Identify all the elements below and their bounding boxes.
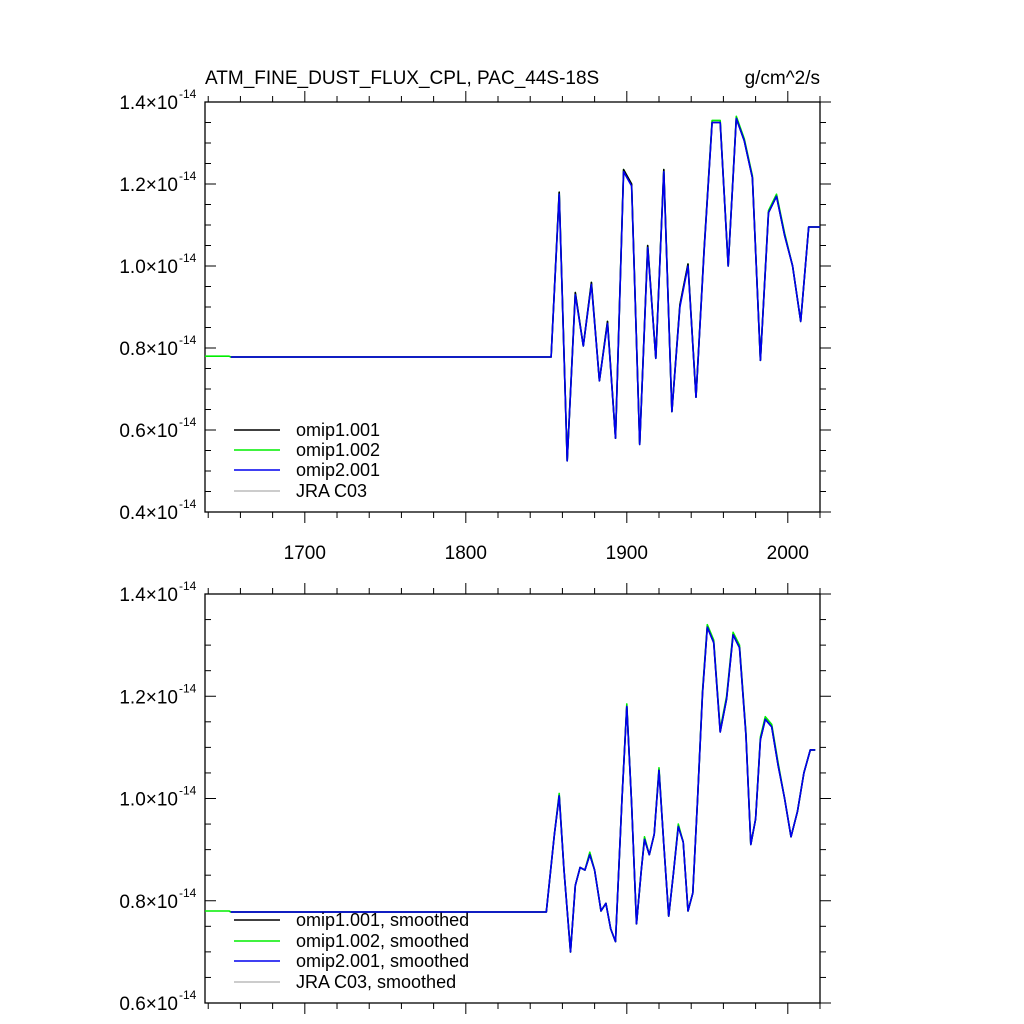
axis-ticks bbox=[205, 583, 831, 1014]
y-tick-exponent: -14 bbox=[179, 886, 197, 900]
y-tick-exponent: -14 bbox=[179, 579, 197, 593]
x-tick-label: 1700 bbox=[284, 543, 326, 564]
raw-timeseries-panel: 1700 1800 1900 2000 0.4×10 -140.6×10 -140.8×1… bbox=[119, 87, 831, 564]
x-tick-label: 2000 bbox=[767, 543, 809, 564]
units-label: g/cm^2/s bbox=[745, 68, 820, 89]
y-tick-label: 0.8×10 bbox=[119, 892, 178, 913]
legend-label-omip1-001: omip1.001, smoothed bbox=[296, 910, 469, 930]
y-tick-exponent: -14 bbox=[179, 251, 197, 265]
series-line-omip2-001 bbox=[230, 626, 816, 953]
series-lines bbox=[205, 623, 816, 953]
series-line-omip2-001 bbox=[230, 117, 820, 462]
y-tick-exponent: -14 bbox=[179, 784, 197, 798]
legend-label-omip2-001: omip2.001, smoothed bbox=[296, 951, 469, 971]
legend-label-omip1-001: omip1.001 bbox=[296, 420, 380, 440]
y-tick-labels: 0.4×10 -140.6×10 -140.8×10 -141.0×10 -141.2×… bbox=[119, 87, 196, 524]
legend: omip1.001, smoothed omip1.002, smoothed … bbox=[234, 910, 469, 992]
legend: omip1.001 omip1.002 omip2.001 JRA C03 bbox=[234, 420, 380, 501]
series-line-omip1-002 bbox=[205, 623, 816, 953]
y-tick-label: 1.2×10 bbox=[119, 175, 178, 196]
y-tick-exponent: -14 bbox=[179, 681, 197, 695]
legend-label-omip2-001: omip2.001 bbox=[296, 460, 380, 480]
y-tick-label: 1.0×10 bbox=[119, 257, 178, 278]
legend-label-omip1-002: omip1.002 bbox=[296, 440, 380, 460]
y-tick-exponent: -14 bbox=[179, 497, 197, 511]
y-tick-label: 0.6×10 bbox=[119, 994, 178, 1015]
y-tick-label: 0.4×10 bbox=[119, 503, 178, 524]
chart-title: ATM_FINE_DUST_FLUX_CPL, PAC_44S-18S bbox=[205, 68, 599, 89]
series-line-omip1-002 bbox=[205, 115, 820, 462]
y-tick-label: 0.6×10 bbox=[119, 421, 178, 442]
series-lines bbox=[205, 115, 820, 462]
legend-label-omip1-002: omip1.002, smoothed bbox=[296, 931, 469, 951]
y-tick-label: 1.2×10 bbox=[119, 687, 178, 708]
y-tick-label: 1.4×10 bbox=[119, 585, 178, 606]
y-tick-exponent: -14 bbox=[179, 415, 197, 429]
y-tick-labels: 0.6×10 -140.8×10 -141.0×10 -141.2×10 -141.4×… bbox=[119, 579, 196, 1015]
legend-label-jra-c03: JRA C03, smoothed bbox=[296, 972, 456, 992]
series-line-omip1-001 bbox=[230, 117, 820, 462]
smoothed-timeseries-panel: 0.6×10 -140.8×10 -141.0×10 -141.2×10 -141.4×… bbox=[119, 579, 831, 1015]
x-tick-label: 1900 bbox=[606, 543, 648, 564]
series-line-omip1-001 bbox=[230, 626, 816, 953]
y-tick-label: 1.4×10 bbox=[119, 93, 178, 114]
y-tick-label: 0.8×10 bbox=[119, 339, 178, 360]
axis-ticks bbox=[205, 91, 831, 523]
y-tick-exponent: -14 bbox=[179, 87, 197, 101]
x-tick-label: 1800 bbox=[445, 543, 487, 564]
y-tick-exponent: -14 bbox=[179, 169, 197, 183]
y-tick-exponent: -14 bbox=[179, 333, 197, 347]
y-tick-exponent: -14 bbox=[179, 988, 197, 1002]
y-tick-label: 1.0×10 bbox=[119, 790, 178, 811]
x-tick-labels: 1700 1800 1900 2000 bbox=[284, 543, 809, 564]
legend-label-jra-c03: JRA C03 bbox=[296, 481, 367, 501]
